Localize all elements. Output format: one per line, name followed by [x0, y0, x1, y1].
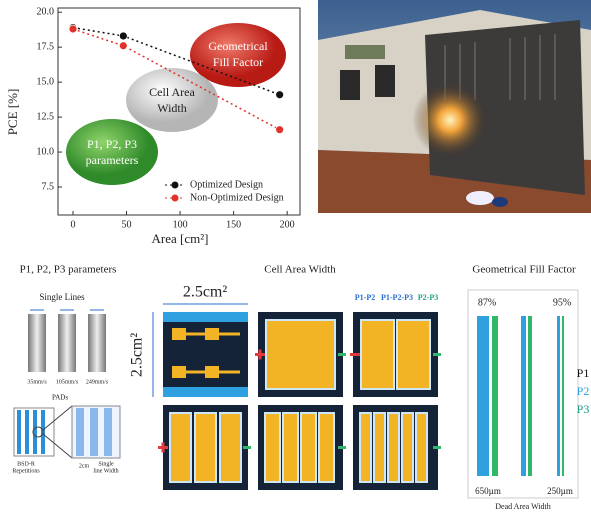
cell-1: [163, 312, 248, 397]
line-sample: [28, 314, 46, 372]
bubble-label: parameters: [86, 153, 139, 167]
label: line Width: [93, 468, 118, 474]
scribe-label: P2-P3: [418, 293, 438, 302]
bubble-label: Width: [157, 101, 187, 115]
data-point: [118, 31, 128, 41]
cell-area-panel: Cell Area Width 2.5cm² 2.5cm²: [129, 264, 441, 490]
pad-stripes: [13, 405, 121, 459]
y-tick-label: 10.0: [37, 146, 55, 157]
bubble: [66, 119, 158, 185]
layer-label: P2: [577, 384, 590, 398]
cell-6: [353, 405, 438, 490]
cell-4: [163, 405, 248, 490]
scribe-label: P1-P2: [355, 293, 375, 302]
x-tick-label: 200: [280, 219, 295, 230]
minus-signs: [243, 353, 441, 449]
cell-2: [258, 312, 343, 397]
stripe: [521, 316, 526, 476]
width-label: 650µm: [475, 486, 501, 496]
bubble-label: Geometrical: [208, 39, 268, 53]
stripe: [528, 316, 532, 476]
bubble-label: Fill Factor: [213, 55, 263, 69]
stripe: [477, 316, 489, 476]
y-axis-label: PCE [%]: [5, 89, 20, 136]
x-tick-label: 50: [122, 219, 132, 230]
y-tick-label: 7.5: [42, 181, 55, 192]
frame: [467, 289, 579, 499]
footer: Dead Area Width: [495, 502, 551, 511]
bubble: [126, 68, 218, 132]
line-sample: [58, 314, 76, 372]
y-tick-label: 12.5: [37, 111, 55, 122]
legend-marker: [171, 194, 179, 202]
cell-3: [353, 312, 438, 397]
photo: [318, 0, 591, 213]
panel-title: Cell Area Width: [264, 264, 336, 276]
cell-5: [258, 405, 343, 490]
label: 2cm: [79, 463, 90, 469]
percent: 95%: [553, 297, 571, 308]
scribe-label: P1-P2-P3: [381, 293, 413, 302]
label: Single Lines: [39, 292, 85, 302]
data-point: [118, 41, 128, 51]
data-point: [68, 24, 78, 34]
stripe: [492, 316, 498, 476]
panel-title: Geometrical Fill Factor: [472, 264, 576, 276]
legend-label: Non-Optimized Design: [190, 192, 284, 203]
speed: 105mm/s: [56, 379, 79, 385]
x-tick-label: 150: [226, 219, 241, 230]
size-label: 2.5cm²: [183, 284, 228, 301]
window: [340, 70, 360, 100]
layer-label: P1: [577, 366, 590, 380]
stripe: [562, 316, 564, 476]
panel-title: P1, P2, P3 parameters: [20, 264, 117, 276]
series-line: [72, 28, 281, 131]
label: BSD-R: [17, 461, 35, 467]
object: [466, 191, 494, 205]
bubble-label: P1, P2, P3: [87, 137, 137, 151]
chart: PCE [%] Area [cm²] Geometrical Fill Fact…: [5, 6, 301, 246]
fill-factor-panel: Geometrical Fill Factor 87% 95% P1 P2 P3…: [467, 264, 590, 511]
stripe: [557, 316, 560, 476]
speed: 35mm/s: [27, 379, 47, 385]
data-point: [275, 90, 285, 100]
percent: 87%: [478, 297, 496, 308]
y-tick-label: 17.5: [37, 41, 55, 52]
width-label: 250µm: [547, 486, 573, 496]
sign: [345, 45, 385, 59]
parameters-panel: P1, P2, P3 parameters Single Lines 35mm/…: [12, 264, 121, 474]
legend-label: Optimized Design: [190, 179, 263, 190]
size-label: 2.5cm²: [129, 333, 146, 378]
object: [492, 197, 508, 207]
label: Single: [98, 461, 114, 467]
bubble: [190, 23, 286, 87]
window: [375, 65, 395, 97]
y-tick-label: 20.0: [37, 6, 55, 17]
sun-glare: [412, 82, 488, 158]
data-point: [275, 125, 285, 135]
y-tick-label: 15.0: [37, 76, 55, 87]
legend-marker: [171, 181, 179, 189]
speed: 249mm/s: [86, 379, 109, 385]
plus-signs: [158, 349, 360, 453]
line-sample: [88, 314, 106, 372]
x-tick-label: 100: [173, 219, 188, 230]
label: Repetitions: [12, 468, 40, 474]
layer-label: P3: [577, 402, 590, 416]
plot-frame: [57, 7, 301, 216]
bubble-label: Cell Area: [149, 85, 195, 99]
x-tick-label: 0: [70, 219, 75, 230]
label: PADs: [52, 394, 68, 402]
x-axis-label: Area [cm²]: [152, 231, 209, 246]
